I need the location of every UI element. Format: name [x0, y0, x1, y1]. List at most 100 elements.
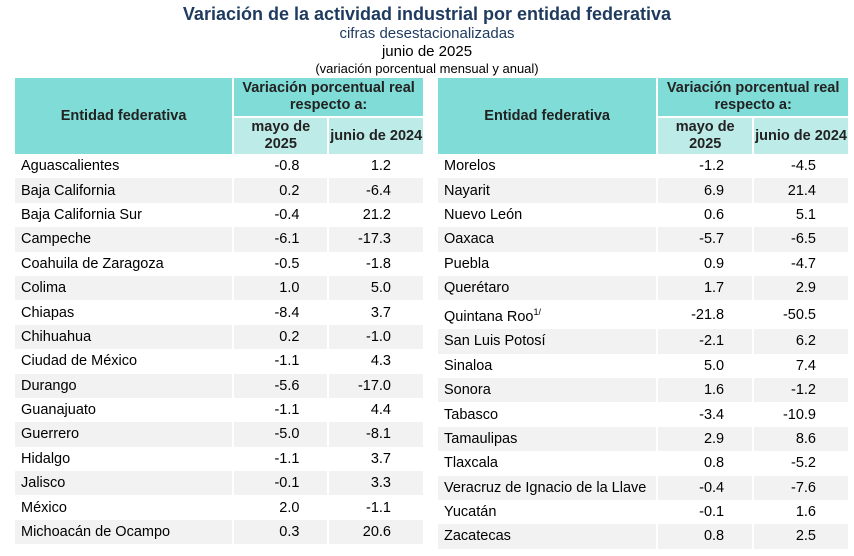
value-may-2025: 1.7 — [656, 275, 754, 301]
value-jun-2024: 3.3 — [327, 471, 423, 496]
table-row: Campeche -6.1 -17.3 — [15, 227, 423, 252]
entity-name: Quintana Roo1/ — [444, 307, 541, 326]
table-row: Nuevo León 0.6 5.1 — [438, 202, 848, 228]
value-may-2025: -0.4 — [656, 475, 754, 500]
entity-name: Chihuahua — [15, 324, 234, 350]
value-may-2025: 0.6 — [656, 202, 754, 228]
value-jun-2024: 2.9 — [752, 275, 848, 301]
value-may-2025: -1.1 — [232, 446, 329, 472]
table-row: San Luis Potosí -2.1 6.2 — [438, 329, 848, 354]
value-may-2025: -1.1 — [232, 397, 329, 423]
table-row: Zacatecas 0.8 2.5 — [438, 524, 848, 549]
value-may-2025: -3.4 — [656, 402, 754, 427]
value-jun-2024: -1.0 — [327, 324, 423, 350]
value-jun-2024: -6.4 — [327, 178, 423, 203]
value-may-2025: 0.9 — [656, 251, 754, 276]
entity-name: Chiapas — [21, 304, 75, 321]
table-row: Sonora 1.6 -1.2 — [438, 377, 848, 403]
value-may-2025: -1.2 — [656, 154, 754, 179]
table-row: Morelos -1.2 -4.5 — [438, 154, 848, 179]
entity-name: Aguascalientes — [21, 158, 120, 175]
table-row: Puebla 0.9 -4.7 — [438, 251, 848, 276]
table-row: Jalisco -0.1 3.3 — [15, 471, 423, 496]
value-jun-2024: 21.4 — [752, 178, 848, 203]
table-row: Chiapas -8.4 3.7 — [15, 300, 423, 325]
entity-name: Nuevo León — [444, 206, 523, 223]
value-jun-2024: 5.1 — [752, 202, 848, 228]
entity-name: Ciudad de México — [21, 353, 138, 370]
table-row: Durango -5.6 -17.0 — [15, 373, 423, 398]
value-jun-2024: -17.0 — [327, 373, 423, 398]
value-jun-2024: -6.5 — [752, 227, 848, 252]
entity-name: Durango — [15, 373, 234, 398]
entity-header: Entidad federativa — [438, 78, 659, 154]
table-row: Nayarit 6.9 21.4 — [438, 178, 848, 203]
value-jun-2024: 5.0 — [327, 275, 423, 301]
table-row: Tamaulipas 2.9 8.6 — [438, 426, 848, 452]
table-row: Veracruz de Ignacio de la Llave -0.4 -7.6 — [438, 475, 848, 500]
col-jun-2024-header: junio de 2024 — [753, 117, 848, 154]
entity-name: Hidalgo — [21, 450, 71, 467]
entity-name: Tlaxcala — [444, 455, 498, 472]
table-row: Tlaxcala 0.8 -5.2 — [438, 451, 848, 476]
value-may-2025: -0.8 — [232, 154, 329, 179]
value-jun-2024: -1.1 — [327, 495, 423, 520]
entity-name: Baja California — [15, 178, 234, 203]
value-may-2025: -8.4 — [232, 300, 329, 325]
value-may-2025: -5.6 — [232, 373, 329, 398]
entity-name: San Luis Potosí — [438, 329, 658, 354]
value-may-2025: -21.8 — [656, 300, 754, 330]
value-may-2025: 5.0 — [656, 353, 754, 378]
entity-name: Sinaloa — [444, 357, 493, 374]
value-may-2025: -6.1 — [232, 227, 329, 252]
entity-name: México — [21, 499, 67, 516]
table-row: Michoacán de Ocampo 0.3 20.6 — [15, 519, 423, 545]
value-may-2025: 6.9 — [656, 178, 754, 203]
value-may-2025: 0.2 — [232, 178, 329, 203]
value-jun-2024: -50.5 — [752, 300, 848, 330]
col-may-2025-header: mayo de 2025 — [233, 117, 330, 154]
value-jun-2024: 6.2 — [752, 329, 848, 354]
value-jun-2024: -1.8 — [327, 251, 423, 276]
entity-name: Baja California Sur — [21, 206, 142, 223]
table-row: Baja California 0.2 -6.4 — [15, 178, 423, 203]
value-jun-2024: -1.2 — [752, 377, 848, 403]
value-jun-2024: -10.9 — [752, 402, 848, 427]
value-may-2025: 0.8 — [656, 524, 754, 549]
table-row: Quintana Roo1/ -21.8 -50.5 — [438, 300, 848, 330]
entity-header: Entidad federativa — [15, 78, 235, 154]
value-jun-2024: -7.6 — [752, 475, 848, 500]
value-jun-2024: 3.7 — [327, 300, 423, 325]
entity-name: Puebla — [444, 255, 490, 272]
entity-name: Guanajuato — [21, 402, 96, 419]
table-row: Coahuila de Zaragoza -0.5 -1.8 — [15, 251, 423, 276]
table-row: Guanajuato -1.1 4.4 — [15, 397, 423, 423]
value-jun-2024: 1.6 — [752, 499, 848, 525]
value-may-2025: 2.9 — [656, 426, 754, 452]
entity-name: Campeche — [15, 227, 234, 252]
value-jun-2024: -4.7 — [752, 251, 848, 276]
col-jun-2024-header: junio de 2024 — [328, 117, 423, 154]
value-jun-2024: 7.4 — [752, 353, 848, 378]
right-table: Entidad federativa Variación porcentual r… — [438, 78, 848, 549]
value-may-2025: -0.5 — [232, 251, 329, 276]
titles: Variación de la actividad industrial por… — [0, 0, 854, 77]
value-jun-2024: 4.3 — [327, 349, 423, 374]
table-row: Tabasco -3.4 -10.9 — [438, 402, 848, 427]
table-row: Sinaloa 5.0 7.4 — [438, 353, 848, 378]
value-jun-2024: -5.2 — [752, 451, 848, 476]
entity-name: Tamaulipas — [438, 426, 658, 452]
table-row: Aguascalientes -0.8 1.2 — [15, 154, 423, 179]
entity-name: Coahuila de Zaragoza — [21, 255, 164, 272]
value-may-2025: 1.0 — [232, 275, 329, 301]
value-may-2025: 0.2 — [232, 324, 329, 350]
entity-name: Yucatán — [444, 504, 497, 521]
value-may-2025: 0.3 — [232, 519, 329, 545]
entity-name: Guerrero — [15, 422, 234, 447]
value-jun-2024: 20.6 — [327, 519, 423, 545]
note: (variación porcentual mensual y anual) — [315, 61, 539, 76]
value-may-2025: -5.0 — [232, 422, 329, 447]
table-row: Yucatán -0.1 1.6 — [438, 499, 848, 525]
table-row: Ciudad de México -1.1 4.3 — [15, 349, 423, 374]
table-row: Guerrero -5.0 -8.1 — [15, 422, 423, 447]
